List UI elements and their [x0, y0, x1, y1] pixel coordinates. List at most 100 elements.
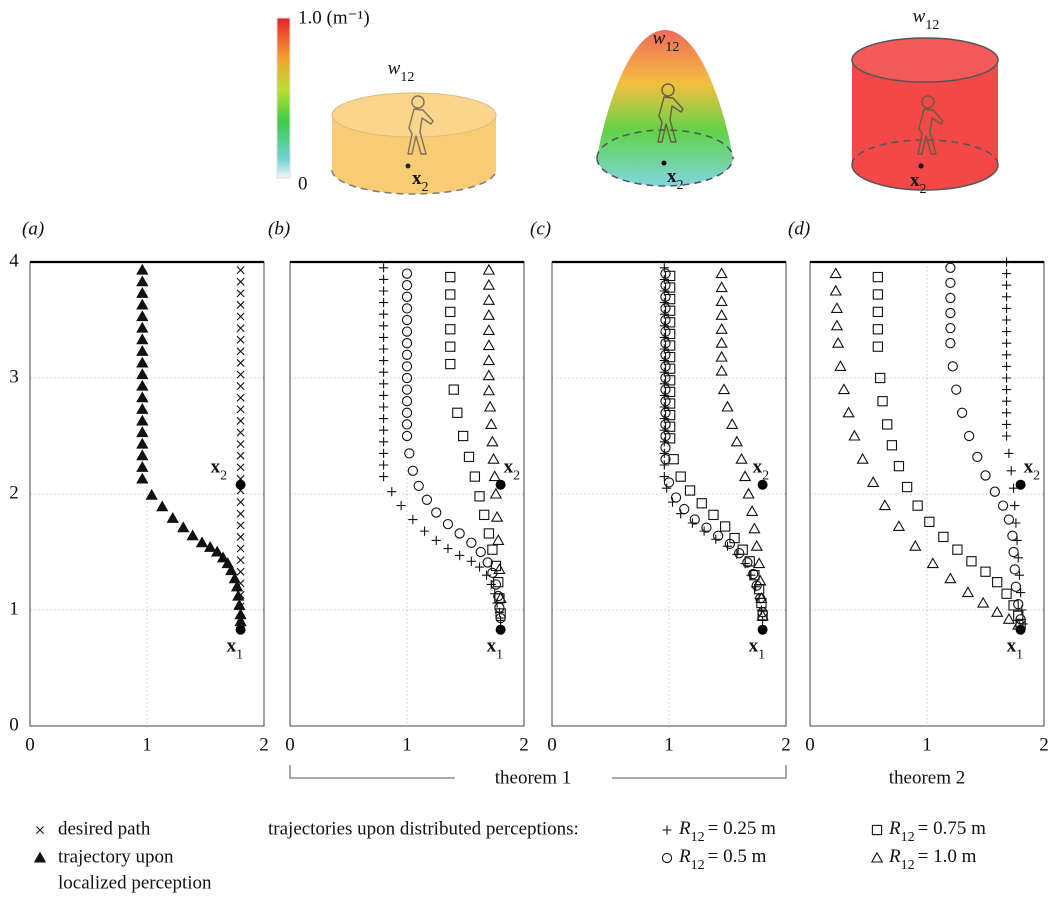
point-label-base: x	[1024, 457, 1034, 478]
data-marker	[136, 333, 149, 345]
weight-label: w12	[653, 28, 680, 54]
data-marker	[1001, 396, 1012, 406]
data-marker	[466, 537, 477, 548]
data-marker	[924, 516, 935, 527]
data-marker	[236, 416, 245, 425]
data-marker	[136, 379, 149, 391]
data-marker	[166, 512, 179, 523]
data-marker	[711, 534, 721, 544]
weight-label-sub: 12	[400, 70, 414, 85]
data-marker	[882, 419, 893, 430]
data-marker	[408, 514, 418, 525]
data-marker	[454, 528, 465, 539]
data-marker	[401, 372, 413, 384]
data-marker	[659, 390, 669, 400]
data-marker	[659, 298, 669, 308]
point-label-base: x	[749, 636, 759, 657]
point-label-base: x	[667, 166, 677, 187]
point-label-sub: 1	[236, 647, 243, 662]
data-marker	[947, 361, 958, 372]
data-marker	[234, 615, 247, 627]
legend-text: = 0.25 m	[708, 818, 776, 839]
data-marker	[834, 360, 847, 371]
data-marker	[421, 494, 433, 505]
data-marker	[236, 521, 245, 530]
colorbar	[276, 17, 291, 179]
data-marker	[1003, 514, 1015, 525]
legend-symbol-text: R	[888, 846, 901, 867]
data-marker	[659, 367, 669, 377]
data-marker	[379, 367, 389, 377]
data-marker	[1001, 350, 1012, 360]
data-marker	[659, 460, 669, 470]
data-marker	[452, 407, 463, 418]
data-marker	[992, 577, 1003, 588]
data-marker	[204, 541, 217, 552]
data-marker	[665, 328, 676, 340]
data-marker	[379, 298, 389, 308]
data-marker	[494, 592, 507, 603]
illustrations: 1.0 (m⁻¹) 0	[276, 7, 999, 195]
data-marker	[945, 338, 956, 349]
data-marker	[445, 289, 456, 300]
legend-label: R12 = 1.0 m	[888, 846, 977, 872]
data-marker	[659, 274, 669, 284]
data-marker	[236, 405, 245, 414]
x-tick-label: 1	[664, 734, 674, 755]
data-marker	[665, 305, 676, 316]
data-marker	[742, 557, 753, 568]
legend-label: desired path	[58, 818, 151, 839]
data-marker	[236, 312, 245, 321]
data-marker	[1001, 327, 1012, 337]
data-marker	[1001, 361, 1012, 371]
data-marker	[696, 498, 707, 509]
data-marker	[872, 324, 884, 335]
data-marker	[136, 426, 149, 438]
data-marker	[734, 548, 745, 559]
legend-symbol	[661, 852, 673, 864]
data-marker	[660, 442, 671, 453]
data-marker	[463, 451, 475, 463]
data-marker	[665, 270, 676, 282]
data-marker	[145, 488, 158, 500]
data-marker	[659, 286, 669, 296]
point-label: x1	[227, 636, 244, 662]
panel-title: (b)	[268, 218, 290, 239]
data-marker	[490, 510, 504, 522]
data-marker	[756, 597, 767, 609]
data-marker	[482, 263, 496, 275]
data-marker	[136, 472, 149, 484]
weight-label-base: w	[653, 28, 666, 49]
weight-label-base: w	[388, 58, 401, 79]
data-marker	[659, 332, 669, 342]
colorbar-max-label: 1.0 (m⁻¹)	[298, 7, 370, 28]
point-label-base: x	[753, 457, 763, 478]
point-label-base: x	[211, 457, 221, 478]
data-marker	[379, 309, 389, 319]
data-marker	[443, 543, 453, 554]
data-marker	[236, 393, 245, 402]
data-marker	[236, 428, 245, 437]
data-marker	[830, 319, 844, 331]
data-marker	[668, 454, 679, 465]
data-marker	[401, 384, 413, 395]
data-marker	[726, 418, 739, 429]
data-marker	[396, 501, 406, 511]
data-marker	[495, 608, 506, 619]
position-point	[757, 624, 768, 635]
data-marker	[742, 487, 755, 499]
data-marker	[991, 606, 1004, 617]
data-marker	[1008, 483, 1019, 493]
data-marker	[401, 280, 413, 291]
data-marker	[482, 293, 496, 305]
data-marker	[1014, 570, 1025, 580]
data-marker	[236, 486, 245, 495]
data-marker	[458, 430, 469, 442]
legend-heading: trajectories upon distributed perception…	[268, 818, 579, 839]
data-marker	[750, 539, 763, 551]
data-marker	[475, 546, 486, 558]
data-marker	[230, 580, 244, 592]
point-label: x2	[504, 457, 520, 483]
data-marker	[877, 396, 888, 407]
point-label-base: x	[910, 170, 920, 191]
